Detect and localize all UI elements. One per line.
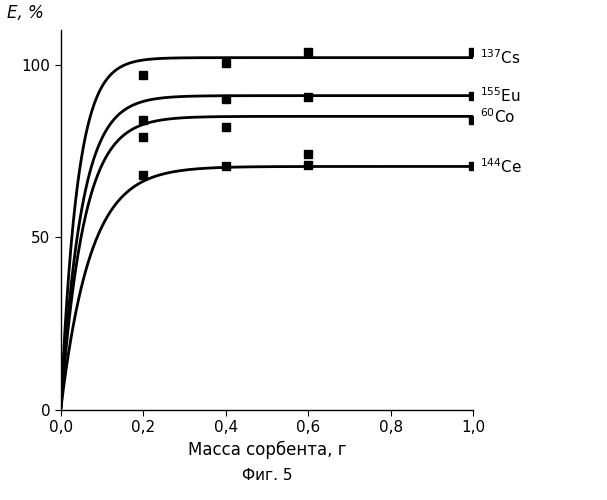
Text: Фиг. 5: Фиг. 5 (242, 468, 293, 483)
Text: $^{155}$Eu: $^{155}$Eu (480, 86, 521, 105)
X-axis label: Масса сорбента, г: Масса сорбента, г (188, 441, 347, 459)
Text: $^{137}$Cs: $^{137}$Cs (480, 48, 521, 67)
Text: $^{60}$Co: $^{60}$Co (480, 107, 516, 126)
Text: E, %: E, % (7, 4, 44, 22)
Text: $^{144}$Ce: $^{144}$Ce (480, 157, 523, 176)
